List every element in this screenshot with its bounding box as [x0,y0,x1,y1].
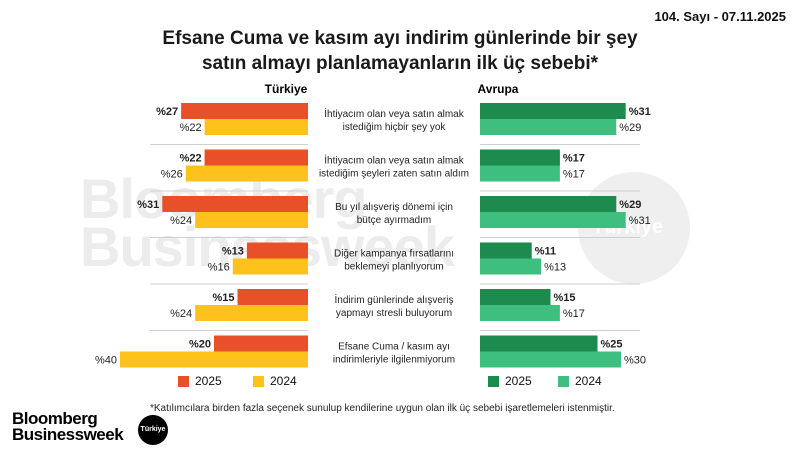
category-label: beklemeyi planlıyorum [344,262,444,273]
bar-avrupa-2024 [480,351,621,368]
data-label-turkiye-2024: %40 [95,355,117,367]
data-label-avrupa-2024: %13 [544,262,566,274]
chart-title: Efsane Cuma ve kasım ayı indirim günleri… [0,26,800,76]
footnote: *Katılımcılara birden fazla seçenek sunu… [150,403,615,414]
legend-avrupa-2024: 2024 [558,374,602,388]
bar-turkiye-2025 [162,196,308,212]
category-label: istediğim hiçbir şey yok [343,122,447,133]
logo-line2: Businessweek [12,425,124,444]
legend-turkiye-2025: 2025 [178,374,222,388]
bar-turkiye-2024 [195,305,308,321]
category-label: istediğim şeyleri zaten satın aldım [319,169,469,180]
data-label-turkiye-2024: %16 [208,262,230,274]
category-label: İhtiyacım olan veya satın almak [324,154,465,167]
title-line2: satın almayı planlamayanların ilk üç seb… [201,53,598,74]
legend-swatch-turkiye-2025 [178,375,189,387]
logo-badge: Türkiye [138,415,168,445]
data-label-avrupa-2025: %17 [563,153,585,165]
data-label-avrupa-2024: %31 [629,215,651,227]
data-label-avrupa-2025: %25 [601,339,623,351]
bar-turkiye-2025 [181,103,308,119]
legend-label-avrupa-2025: 2025 [505,374,532,388]
data-label-turkiye-2025: %15 [212,292,234,304]
panel-title-turkiye: Türkiye [265,82,308,96]
category-label: İhtiyacım olan veya satın almak [324,107,465,120]
issue-label: 104. Sayı - 07.11.2025 [654,9,786,24]
bar-avrupa-2024 [480,165,560,182]
data-label-avrupa-2025: %15 [554,292,576,304]
bar-avrupa-2024 [480,119,617,135]
bar-avrupa-2025 [480,242,532,259]
category-label: Efsane Cuma / kasım ayı [338,342,450,353]
category-label: bütçe ayırmadım [357,215,431,226]
bar-turkiye-2024 [120,351,308,368]
panel-title-avrupa: Avrupa [478,82,519,96]
bar-turkiye-2024 [204,119,308,135]
data-label-avrupa-2024: %17 [563,169,585,181]
legend-avrupa-2025: 2025 [488,374,532,388]
data-label-avrupa-2025: %29 [619,199,641,211]
title-line1: Efsane Cuma ve kasım ayı indirim günleri… [162,28,638,49]
bar-turkiye-2025 [237,289,308,305]
bar-avrupa-2025 [480,103,626,119]
data-label-avrupa-2025: %31 [629,106,651,118]
legend-label-turkiye-2025: 2025 [195,374,222,388]
data-label-turkiye-2024: %26 [161,169,183,181]
bar-avrupa-2025 [480,196,617,212]
bar-turkiye-2024 [185,165,308,182]
category-label: İndirim günlerinde alışveriş [335,293,454,306]
data-label-avrupa-2024: %29 [619,122,641,134]
bar-avrupa-2024 [480,258,542,275]
bar-avrupa-2025 [480,149,560,166]
bar-avrupa-2024 [480,212,626,228]
category-label: Diğer kampanya fırsatlarını [334,249,454,260]
bar-avrupa-2025 [480,289,551,305]
bar-turkiye-2025 [204,149,308,166]
data-label-turkiye-2025: %20 [189,339,211,351]
data-label-turkiye-2024: %24 [170,308,192,320]
bar-turkiye-2025 [246,242,308,259]
category-label: yapmayı stresli buluyorum [336,308,452,319]
data-label-avrupa-2024: %17 [563,308,585,320]
bar-avrupa-2024 [480,305,560,321]
bar-turkiye-2024 [195,212,308,228]
bar-turkiye-2024 [232,258,308,275]
legend-swatch-avrupa-2025 [488,375,499,387]
legend-label-avrupa-2024: 2024 [575,374,602,388]
legend-label-turkiye-2024: 2024 [270,374,297,388]
data-label-turkiye-2025: %22 [180,153,202,165]
legend-swatch-turkiye-2024 [253,375,264,387]
data-label-turkiye-2025: %13 [222,246,244,258]
legend-turkiye-2024: 2024 [253,374,297,388]
data-label-turkiye-2025: %31 [137,199,159,211]
category-label: indirimleriyle ilgilenmiyorum [333,355,455,366]
bloomberg-logo: Bloomberg Businessweek [12,409,124,444]
data-label-turkiye-2024: %24 [170,215,192,227]
data-label-turkiye-2024: %22 [180,122,202,134]
data-label-avrupa-2025: %11 [535,246,556,258]
data-label-avrupa-2024: %30 [624,355,646,367]
logo-line1: Bloomberg [12,409,98,428]
bar-turkiye-2025 [214,335,308,352]
bar-avrupa-2025 [480,335,598,352]
category-label: Bu yıl alışveriş dönemi için [335,202,453,213]
data-label-turkiye-2025: %27 [156,106,178,118]
legend-swatch-avrupa-2024 [558,375,569,387]
